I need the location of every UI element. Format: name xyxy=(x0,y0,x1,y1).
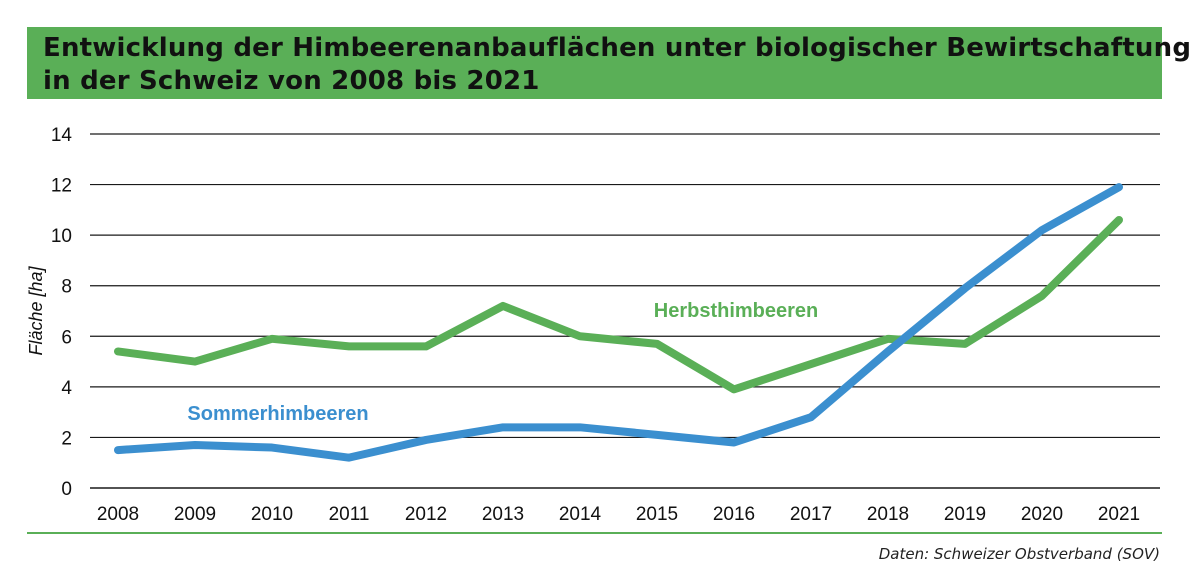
y-tick-label: 14 xyxy=(51,125,73,146)
chart-title-line-1: Entwicklung der Himbeerenanbauflächen un… xyxy=(43,33,1192,63)
x-tick-label: 2016 xyxy=(713,504,755,525)
x-tick-label: 2013 xyxy=(482,504,524,525)
y-tick-label: 10 xyxy=(51,226,72,247)
x-tick-label: 2014 xyxy=(559,504,602,525)
data-source-note: Daten: Schweizer Obstverband (SOV) xyxy=(878,545,1160,563)
x-tick-label: 2008 xyxy=(97,504,139,525)
y-axis-label: Fläche [ha] xyxy=(26,265,46,355)
x-tick-label: 2009 xyxy=(174,504,216,525)
y-tick-label: 4 xyxy=(61,378,72,399)
chart-title-line-2: in der Schweiz von 2008 bis 2021 xyxy=(43,66,540,96)
x-tick-label: 2021 xyxy=(1098,504,1140,525)
y-tick-label: 12 xyxy=(51,176,72,197)
x-tick-label: 2011 xyxy=(329,504,370,525)
y-tick-label: 8 xyxy=(61,277,72,298)
title-banner: Entwicklung der Himbeerenanbauflächen un… xyxy=(27,27,1191,99)
footer-divider xyxy=(27,532,1162,534)
x-tick-label: 2015 xyxy=(636,504,678,525)
x-tick-label: 2012 xyxy=(405,504,447,525)
x-tick-label: 2019 xyxy=(944,504,986,525)
series-label-herbsthimbeeren: Herbsthimbeeren xyxy=(654,300,819,322)
x-tick-label: 2020 xyxy=(1021,504,1063,525)
x-tick-label: 2010 xyxy=(251,504,293,525)
y-tick-label: 0 xyxy=(61,479,72,500)
x-tick-label: 2017 xyxy=(790,504,832,525)
y-tick-label: 2 xyxy=(61,428,72,449)
x-tick-label: 2018 xyxy=(867,504,909,525)
series-line-sommerhimbeeren xyxy=(114,183,1123,462)
y-tick-label: 6 xyxy=(61,327,72,348)
series-label-sommerhimbeeren: Sommerhimbeeren xyxy=(187,403,368,425)
series-line-herbsthimbeeren xyxy=(114,215,1123,394)
